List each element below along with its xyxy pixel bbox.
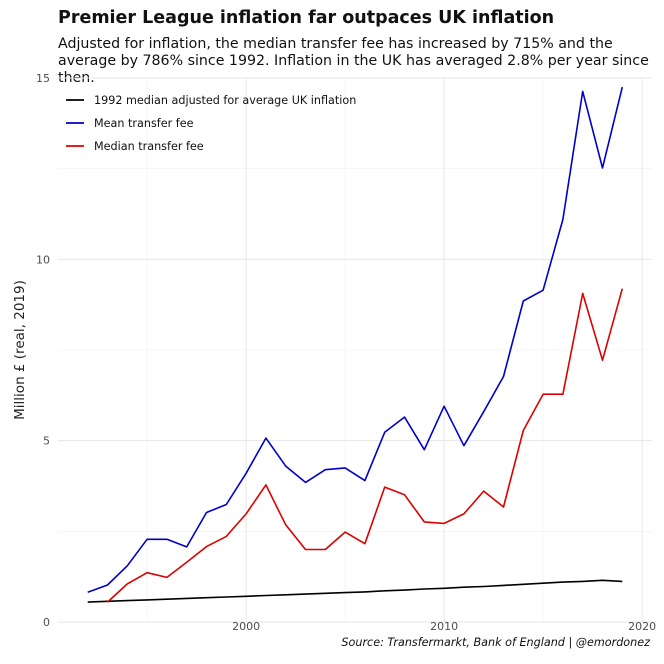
legend-label-2: Median transfer fee	[94, 140, 204, 153]
grid	[58, 77, 652, 623]
x-tick-label: 2000	[232, 620, 260, 633]
y-axis-ticks: 0 5 10 15	[36, 72, 50, 629]
x-tick-label: 2020	[628, 620, 656, 633]
y-tick-label: 5	[43, 435, 50, 448]
y-tick-label: 0	[43, 616, 50, 629]
y-tick-label: 10	[36, 253, 50, 266]
series-line-2	[106, 288, 624, 603]
series-lines	[87, 86, 624, 603]
series-line-0	[87, 579, 623, 603]
legend-label-0: 1992 median adjusted for average UK infl…	[94, 94, 356, 107]
legend-label-1: Mean transfer fee	[94, 117, 194, 130]
x-axis-ticks: 2000 2010 2020	[232, 620, 656, 633]
y-axis-label: Million £ (real, 2019)	[12, 280, 28, 420]
x-tick-label: 2010	[430, 620, 458, 633]
legend: 1992 median adjusted for average UK infl…	[66, 94, 356, 153]
y-tick-label: 15	[36, 72, 50, 85]
chart-title: Premier League inflation far outpaces UK…	[58, 8, 555, 28]
source-caption: Source: Transfermarkt, Bank of England |…	[341, 636, 650, 649]
series-line-1	[87, 86, 624, 594]
